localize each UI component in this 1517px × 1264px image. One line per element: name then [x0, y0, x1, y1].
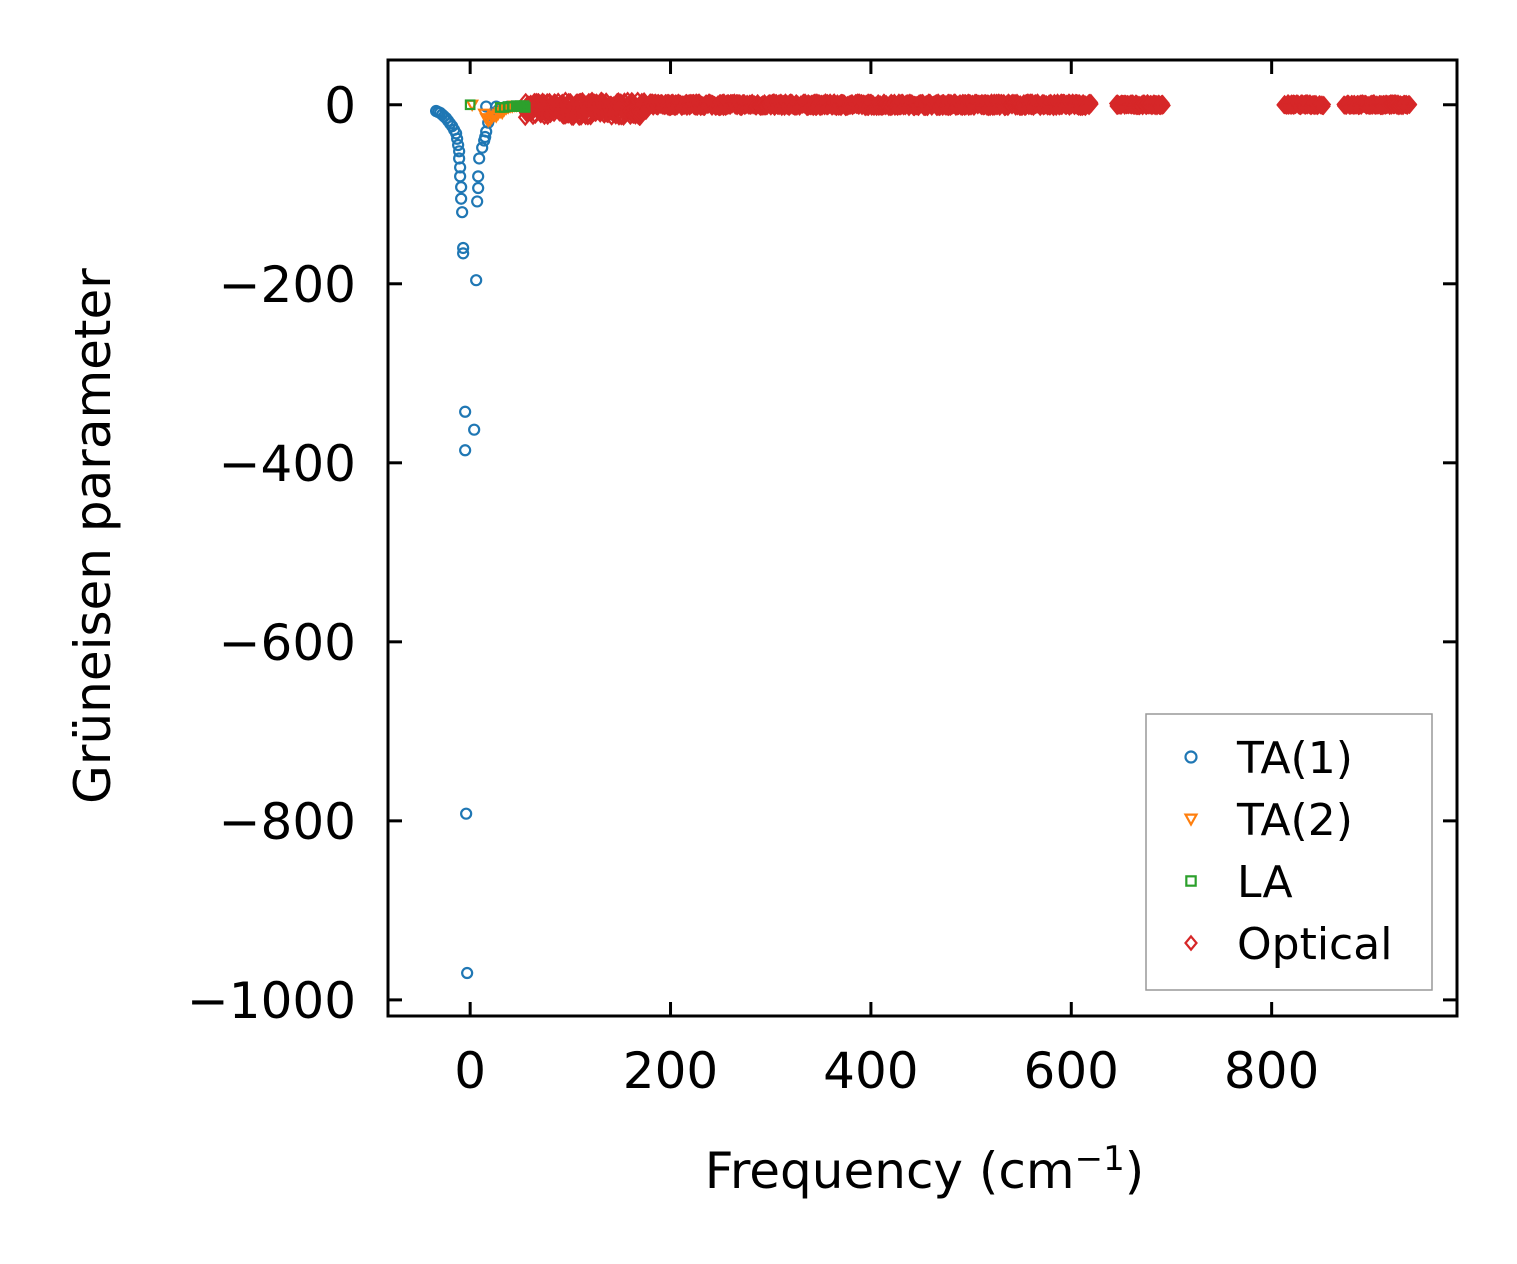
y-axis-label: Grüneisen parameter: [64, 268, 122, 804]
legend-box: [1145, 713, 1433, 991]
point: [1402, 95, 1418, 114]
point: [455, 192, 468, 205]
x-axis-label: Frequency (cm−1): [705, 1139, 1145, 1200]
point: [472, 181, 485, 195]
point: [519, 102, 531, 113]
point: [455, 181, 468, 194]
x-axis-label-main: Frequency (cm: [705, 1142, 1075, 1200]
point: [459, 405, 472, 418]
point: [456, 206, 469, 219]
point: [460, 807, 473, 820]
x-axis-label-superscript: −1: [1075, 1139, 1125, 1179]
point: [452, 138, 465, 152]
point: [461, 966, 474, 980]
point: [1316, 95, 1332, 114]
point: [1156, 96, 1171, 115]
x-tick-label: 400: [823, 1042, 918, 1100]
point: [1184, 750, 1198, 764]
point: [468, 423, 481, 436]
point: [471, 195, 484, 208]
y-tick-label: 0: [324, 77, 356, 135]
axis-ticks: 0 200 400 600 800 0 −200 −400 −600 −800 −1000: [187, 60, 1457, 1100]
x-tick-label: 800: [1224, 1042, 1319, 1100]
legend-entry: Optical: [1237, 919, 1392, 970]
point: [464, 99, 476, 111]
point: [1083, 95, 1099, 113]
y-tick-label: −200: [219, 256, 356, 314]
acoustic-series-markers: [429, 99, 531, 980]
point: [1185, 875, 1197, 887]
point: [1183, 813, 1199, 827]
legend-entry: TA(1): [1236, 733, 1353, 784]
point: [1184, 934, 1198, 952]
point: [459, 444, 472, 457]
y-tick-label: −400: [219, 435, 356, 493]
legend-entry: LA: [1237, 857, 1293, 908]
point: [453, 145, 466, 158]
point: [476, 141, 489, 154]
x-axis-label-suffix: ): [1125, 1142, 1145, 1200]
y-tick-label: −1000: [187, 972, 356, 1030]
x-tick-label: 0: [454, 1042, 486, 1100]
optical-series-markers: [517, 91, 1418, 127]
y-tick-label: −800: [219, 793, 356, 851]
point: [451, 132, 464, 145]
x-tick-label: 200: [623, 1042, 718, 1100]
point: [450, 127, 463, 140]
y-tick-label: −600: [219, 614, 356, 672]
legend-entry: TA(2): [1236, 795, 1353, 846]
point: [479, 130, 492, 144]
legend: TA(1) TA(2) LA Optical: [1145, 713, 1433, 991]
plot-frame: [386, 58, 1459, 1018]
point: [473, 152, 486, 165]
point: [472, 170, 485, 183]
point: [470, 274, 483, 287]
point: [457, 241, 470, 255]
point: [457, 247, 470, 260]
x-tick-label: 600: [1024, 1042, 1119, 1100]
